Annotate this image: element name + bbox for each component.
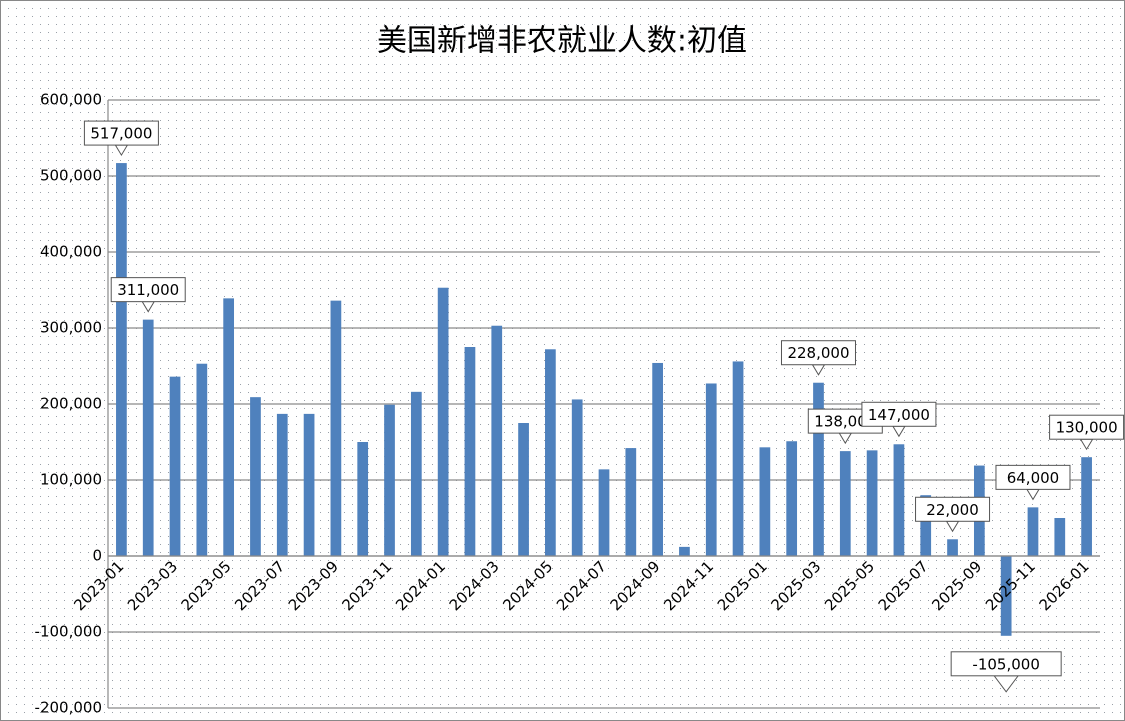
bar [1027, 507, 1039, 556]
data-label: 138,000 [814, 413, 876, 431]
bar [464, 347, 476, 556]
bar [893, 444, 905, 556]
data-label: -105,000 [972, 655, 1039, 673]
y-tick-label: 600,000 [40, 91, 102, 109]
y-tick-label: 500,000 [40, 167, 102, 185]
bar [142, 319, 154, 556]
bar [625, 448, 637, 556]
data-label: 130,000 [1056, 419, 1118, 437]
bar [732, 361, 744, 556]
callout-box [1049, 414, 1125, 440]
bar [223, 298, 235, 556]
bar [357, 442, 369, 556]
bar [437, 287, 449, 556]
bar [786, 441, 798, 556]
bar [410, 391, 422, 556]
bar [330, 300, 342, 556]
bar [116, 163, 127, 556]
bar [276, 413, 288, 556]
y-tick-label: 0 [92, 547, 102, 565]
bar [491, 325, 503, 556]
bar [1081, 457, 1092, 556]
y-tick-label: -200,000 [35, 699, 102, 717]
bar [705, 383, 717, 556]
data-label: 228,000 [787, 344, 849, 362]
bar [196, 363, 208, 556]
data-label: 311,000 [117, 281, 179, 299]
data-label: 22,000 [926, 501, 979, 519]
bar [250, 397, 261, 556]
bar [571, 399, 583, 556]
bar [813, 382, 824, 556]
bar [866, 450, 878, 556]
callout-box [780, 340, 856, 366]
data-label: 517,000 [90, 125, 152, 143]
bar [598, 469, 610, 556]
callout-box [915, 496, 991, 522]
bar [920, 495, 932, 556]
callout-box [110, 277, 186, 303]
bar [169, 376, 181, 556]
bar [679, 546, 690, 556]
data-label: 147,000 [868, 406, 930, 424]
data-label: 64,000 [1007, 469, 1060, 487]
callout-box [83, 120, 159, 146]
bar [518, 423, 529, 556]
callout-box [950, 651, 1062, 677]
plot: -200,000 -100,000 0 100,000 200,000 300,000 40… [35, 91, 1125, 717]
y-tick-label: 200,000 [40, 395, 102, 413]
bar [303, 413, 315, 556]
callout-box [995, 464, 1071, 490]
bar [759, 447, 771, 556]
bar [384, 404, 395, 556]
callout-box [861, 401, 937, 427]
y-tick-label: 100,000 [40, 471, 102, 489]
bar [652, 362, 663, 556]
bar [947, 539, 958, 556]
y-tick-label: 400,000 [40, 243, 102, 261]
y-tick-label: -100,000 [35, 623, 102, 641]
bar [1000, 556, 1012, 636]
bar [1054, 518, 1066, 556]
bar [839, 451, 851, 556]
y-tick-label: 300,000 [40, 319, 102, 337]
bar [545, 349, 556, 556]
chart-title: 美国新增非农就业人数:初值 [377, 24, 747, 59]
